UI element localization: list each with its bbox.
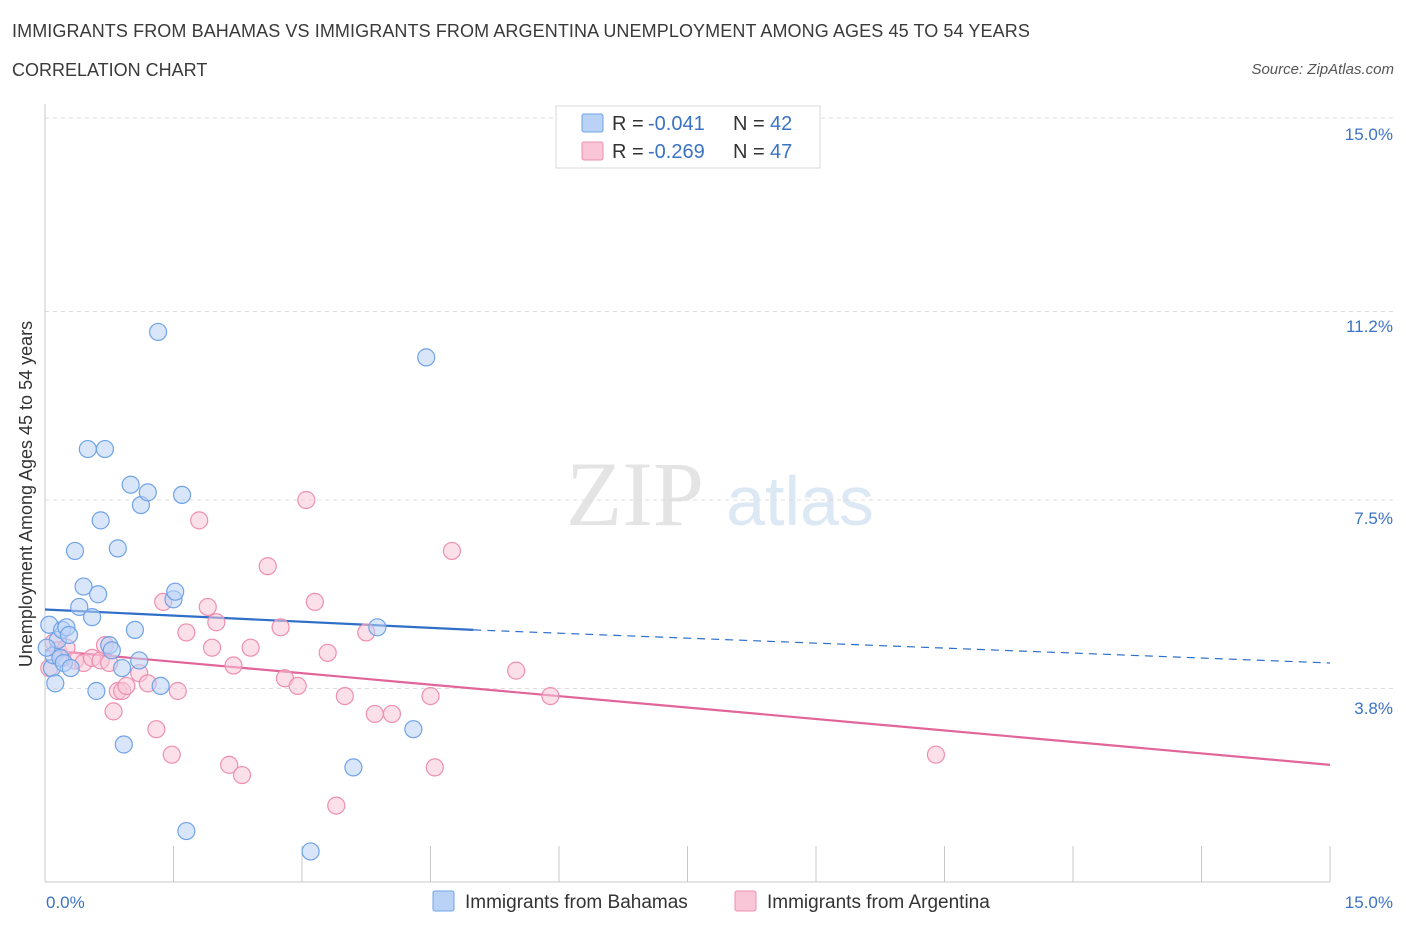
x-tick-label-min: 0.0% — [46, 893, 85, 912]
point-bahamas — [108, 539, 127, 558]
point-bahamas — [112, 658, 132, 678]
point-bahamas — [91, 511, 110, 530]
point-bahamas — [102, 641, 121, 660]
point-bahamas — [125, 620, 145, 639]
point-argentina — [507, 661, 526, 680]
point-bahamas — [78, 439, 97, 459]
point-bahamas — [151, 676, 170, 696]
trend-line-bahamas-dashed — [473, 629, 1331, 664]
legend-n-value-argentina: 47 — [770, 141, 792, 163]
point-bahamas — [61, 658, 80, 678]
point-argentina — [177, 623, 196, 642]
watermark-zip: ZIP — [566, 443, 704, 545]
point-argentina — [442, 541, 462, 561]
point-bahamas — [368, 618, 387, 637]
point-argentina — [241, 638, 260, 657]
point-bahamas — [177, 821, 196, 841]
point-argentina — [147, 720, 166, 739]
stats-legend: R = -0.041 N = 42 R = -0.269 N = 47 — [555, 105, 821, 169]
point-argentina — [258, 557, 277, 576]
point-argentina — [318, 643, 337, 662]
legend-n-label-bahamas: N = — [733, 113, 765, 135]
trend-lines — [44, 608, 1331, 766]
point-bahamas — [166, 582, 185, 601]
point-argentina — [382, 704, 402, 724]
point-argentina — [162, 745, 181, 764]
point-bahamas — [83, 608, 102, 627]
legend-r-label-bahamas: R = — [612, 113, 644, 135]
point-argentina — [271, 618, 290, 637]
point-argentina — [202, 638, 222, 657]
bottom-legend-label-argentina: Immigrants from Argentina — [767, 892, 990, 913]
axes — [44, 104, 1331, 883]
legend-r-value-bahamas: -0.041 — [648, 113, 705, 135]
legend-swatch-bahamas — [581, 113, 604, 133]
point-bahamas — [301, 842, 320, 861]
point-argentina — [168, 681, 187, 701]
trend-line-bahamas-solid — [44, 608, 474, 631]
point-bahamas — [59, 625, 79, 645]
point-argentina — [288, 676, 307, 696]
data-points — [37, 322, 946, 861]
y-tick-label-3-8: 3.8% — [1354, 699, 1393, 718]
point-argentina — [220, 755, 239, 774]
legend-r-label-argentina: R = — [612, 141, 644, 163]
point-bahamas — [172, 485, 192, 505]
point-argentina — [104, 702, 123, 721]
point-bahamas — [46, 674, 65, 693]
point-bahamas — [130, 651, 149, 670]
bottom-legend-swatch-argentina — [734, 890, 757, 912]
y-axis-title: Unemployment Among Ages 45 to 54 years — [16, 321, 36, 667]
chart-title: IMMIGRANTS FROM BAHAMAS VS IMMIGRANTS FR… — [12, 21, 1030, 41]
point-argentina — [207, 613, 226, 632]
point-bahamas — [344, 758, 363, 777]
gridlines — [45, 117, 1393, 689]
chart-subtitle: CORRELATION CHART — [12, 60, 208, 80]
point-argentina — [198, 597, 217, 617]
point-argentina — [421, 686, 440, 706]
point-argentina — [425, 758, 444, 777]
point-argentina — [232, 765, 252, 785]
y-tick-label-7-5: 7.5% — [1354, 509, 1393, 528]
point-bahamas — [121, 475, 140, 494]
point-argentina — [541, 686, 560, 706]
series-legend: Immigrants from Bahamas Immigrants from … — [432, 890, 990, 913]
bottom-legend-swatch-bahamas — [432, 890, 455, 912]
trend-line-argentina — [44, 649, 1331, 766]
point-argentina — [190, 511, 209, 530]
point-argentina — [297, 490, 316, 510]
point-bahamas — [404, 720, 423, 739]
point-bahamas — [138, 483, 157, 502]
point-argentina — [305, 592, 324, 611]
legend-swatch-argentina — [581, 141, 604, 161]
bottom-legend-label-bahamas: Immigrants from Bahamas — [465, 892, 688, 913]
point-bahamas — [95, 439, 115, 459]
point-bahamas — [114, 735, 133, 754]
point-bahamas — [89, 585, 108, 604]
legend-n-value-bahamas: 42 — [770, 113, 792, 135]
point-bahamas — [74, 577, 93, 596]
watermark-atlas: atlas — [726, 462, 874, 540]
point-bahamas — [70, 597, 89, 617]
point-argentina — [117, 676, 136, 696]
y-tick-label-15: 15.0% — [1345, 125, 1393, 144]
y-tick-label-11-2: 11.2% — [1346, 317, 1393, 336]
point-bahamas — [148, 322, 168, 342]
point-argentina — [926, 745, 946, 764]
point-bahamas — [417, 348, 436, 367]
legend-n-label-argentina: N = — [733, 141, 765, 163]
point-argentina — [335, 686, 354, 706]
x-tick-label-max: 15.0% — [1345, 893, 1393, 912]
source-credit: Source: ZipAtlas.com — [1251, 61, 1394, 78]
point-bahamas — [65, 541, 85, 561]
point-argentina — [327, 796, 346, 815]
point-bahamas — [37, 638, 56, 657]
point-argentina — [224, 656, 243, 675]
point-bahamas — [87, 681, 106, 701]
point-argentina — [365, 704, 384, 724]
legend-r-value-argentina: -0.269 — [648, 141, 705, 163]
